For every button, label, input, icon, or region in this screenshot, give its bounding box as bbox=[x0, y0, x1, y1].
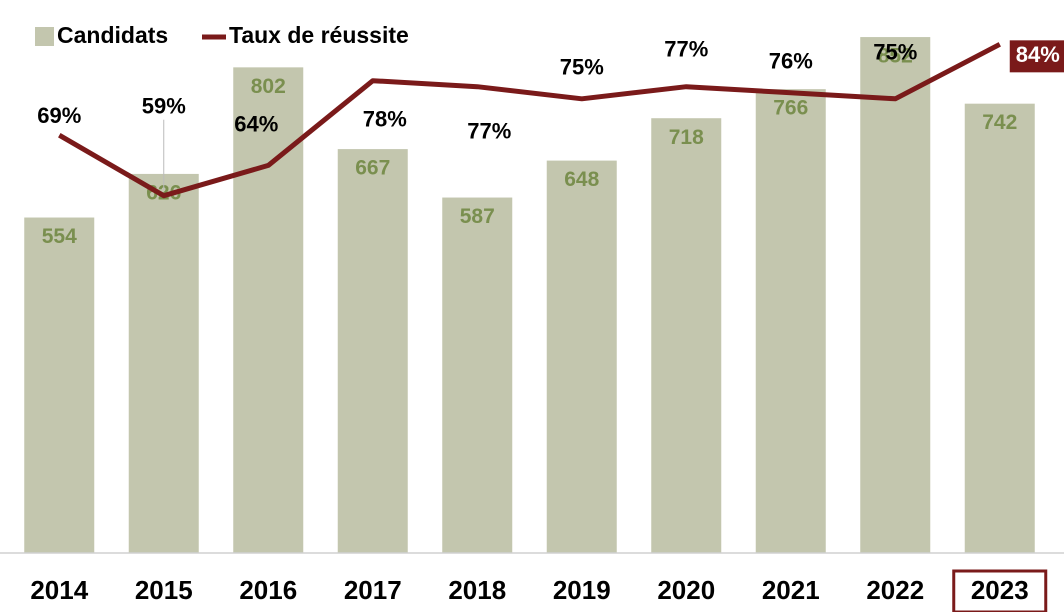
line-label: 59% bbox=[142, 94, 186, 119]
x-tick-label: 2019 bbox=[553, 575, 611, 605]
bar-label: 587 bbox=[460, 205, 495, 228]
x-tick-label: 2022 bbox=[866, 575, 924, 605]
line-label: 75% bbox=[873, 40, 917, 65]
bar bbox=[546, 160, 617, 553]
x-tick-label: 2017 bbox=[344, 575, 402, 605]
line-label: 78% bbox=[363, 106, 407, 131]
bar bbox=[964, 103, 1035, 553]
bar bbox=[442, 197, 513, 554]
legend-label: Candidats bbox=[57, 22, 168, 48]
line-label: 69% bbox=[37, 103, 81, 128]
line-label: 84% bbox=[1016, 42, 1060, 67]
bar-label: 554 bbox=[42, 225, 77, 248]
x-tick-label: 2021 bbox=[762, 575, 820, 605]
legend-label: Taux de réussite bbox=[229, 22, 409, 48]
bar bbox=[128, 173, 199, 553]
x-tick-label: 2018 bbox=[448, 575, 506, 605]
x-tick-label: 2023 bbox=[971, 575, 1029, 605]
bar bbox=[651, 118, 722, 553]
label-box bbox=[1009, 40, 1064, 73]
bar-label: 648 bbox=[564, 168, 599, 191]
bar bbox=[755, 89, 826, 554]
highlight-box bbox=[952, 569, 1048, 612]
line-label: 64% bbox=[234, 111, 278, 136]
bar bbox=[24, 217, 95, 553]
x-tick-label: 2020 bbox=[657, 575, 715, 605]
line-label: 77% bbox=[664, 37, 708, 62]
x-tick-label: 2014 bbox=[30, 575, 88, 605]
bar-label: 802 bbox=[251, 75, 286, 98]
bar-label: 742 bbox=[982, 111, 1017, 134]
legend-swatch bbox=[35, 27, 54, 46]
bar bbox=[860, 37, 931, 554]
bar-label: 718 bbox=[669, 126, 704, 149]
x-tick-label: 2016 bbox=[239, 575, 297, 605]
line-label: 75% bbox=[560, 55, 604, 80]
line-label: 77% bbox=[467, 119, 511, 144]
bar-label: 667 bbox=[355, 157, 390, 180]
bar bbox=[337, 149, 408, 553]
line bbox=[58, 42, 1001, 199]
legend: Candidats Taux de réussite bbox=[35, 22, 409, 48]
x-tick-label: 2015 bbox=[135, 575, 193, 605]
bar-label: 852 bbox=[878, 45, 913, 68]
bar-label: 766 bbox=[773, 97, 808, 120]
line-label: 76% bbox=[769, 49, 813, 74]
bar bbox=[233, 67, 304, 553]
